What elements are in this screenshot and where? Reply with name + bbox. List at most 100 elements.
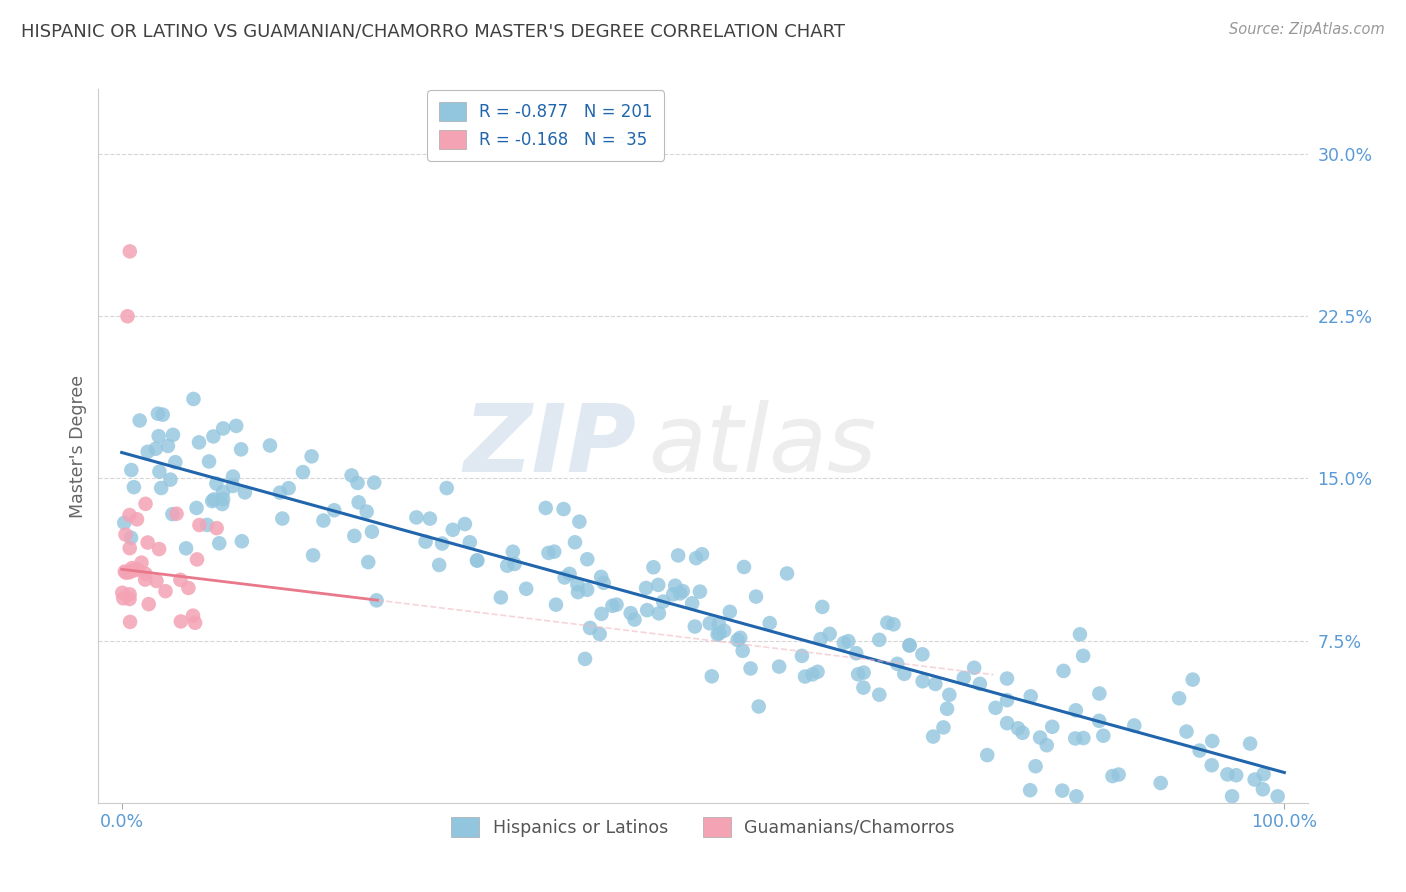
Point <box>846 667 869 681</box>
Point <box>963 661 986 675</box>
Point <box>662 587 685 601</box>
Point <box>852 665 875 680</box>
Point <box>454 517 477 532</box>
Point <box>202 492 225 507</box>
Point <box>152 408 174 422</box>
Point <box>728 631 751 645</box>
Point <box>115 566 138 580</box>
Point <box>911 674 934 689</box>
Point <box>647 578 669 592</box>
Point <box>1225 768 1247 782</box>
Point <box>898 638 921 652</box>
Point <box>419 511 441 525</box>
Point <box>1064 731 1087 746</box>
Point <box>127 563 149 577</box>
Point <box>924 677 946 691</box>
Point <box>748 699 770 714</box>
Point <box>496 558 519 573</box>
Point <box>1251 782 1274 797</box>
Point <box>148 465 170 479</box>
Point <box>233 485 256 500</box>
Point <box>801 667 824 681</box>
Point <box>709 626 731 640</box>
Point <box>112 591 135 606</box>
Point <box>745 590 768 604</box>
Point <box>363 475 385 490</box>
Point <box>229 442 252 457</box>
Point <box>212 421 235 435</box>
Point <box>120 531 142 545</box>
Point <box>312 514 335 528</box>
Point <box>1201 734 1223 748</box>
Point <box>145 442 167 456</box>
Point <box>1168 691 1191 706</box>
Point <box>427 558 450 572</box>
Point <box>1181 673 1204 687</box>
Point <box>458 535 481 549</box>
Point <box>1101 769 1123 783</box>
Point <box>911 648 934 662</box>
Point <box>430 536 453 550</box>
Point <box>1150 776 1173 790</box>
Point <box>806 665 828 679</box>
Point <box>636 603 658 617</box>
Point <box>346 475 368 490</box>
Point <box>136 445 159 459</box>
Point <box>1088 687 1111 701</box>
Point <box>162 427 184 442</box>
Point <box>361 524 384 539</box>
Point <box>669 586 692 600</box>
Text: atlas: atlas <box>648 401 877 491</box>
Point <box>700 669 723 683</box>
Point <box>1092 729 1115 743</box>
Point <box>205 476 228 491</box>
Point <box>936 702 959 716</box>
Point <box>952 671 974 685</box>
Point <box>1025 759 1047 773</box>
Point <box>183 392 205 406</box>
Point <box>883 617 905 632</box>
Point <box>415 534 437 549</box>
Point <box>643 560 665 574</box>
Point <box>356 505 378 519</box>
Point <box>922 730 945 744</box>
Point <box>740 661 762 675</box>
Point <box>832 636 855 650</box>
Point <box>636 581 658 595</box>
Point <box>1071 648 1094 663</box>
Point <box>122 563 145 577</box>
Point <box>340 468 363 483</box>
Point <box>576 582 599 597</box>
Point <box>567 585 589 599</box>
Point <box>259 438 281 452</box>
Point <box>718 605 741 619</box>
Point <box>1040 720 1063 734</box>
Point <box>131 556 153 570</box>
Point <box>810 632 832 646</box>
Point <box>201 494 224 508</box>
Point <box>690 547 713 561</box>
Point <box>188 518 211 533</box>
Point <box>605 598 627 612</box>
Point <box>169 573 191 587</box>
Point <box>652 594 675 608</box>
Point <box>174 541 197 556</box>
Point <box>932 720 955 734</box>
Point <box>125 512 148 526</box>
Point <box>405 510 427 524</box>
Point <box>128 413 150 427</box>
Point <box>366 593 388 607</box>
Point <box>145 574 167 588</box>
Point <box>794 669 817 683</box>
Point <box>117 310 139 324</box>
Point <box>155 584 177 599</box>
Point <box>579 621 602 635</box>
Point <box>733 560 755 574</box>
Point <box>1011 725 1033 739</box>
Point <box>620 606 643 620</box>
Point <box>852 681 875 695</box>
Point <box>553 502 575 516</box>
Point <box>159 473 181 487</box>
Point <box>357 555 380 569</box>
Point <box>568 515 591 529</box>
